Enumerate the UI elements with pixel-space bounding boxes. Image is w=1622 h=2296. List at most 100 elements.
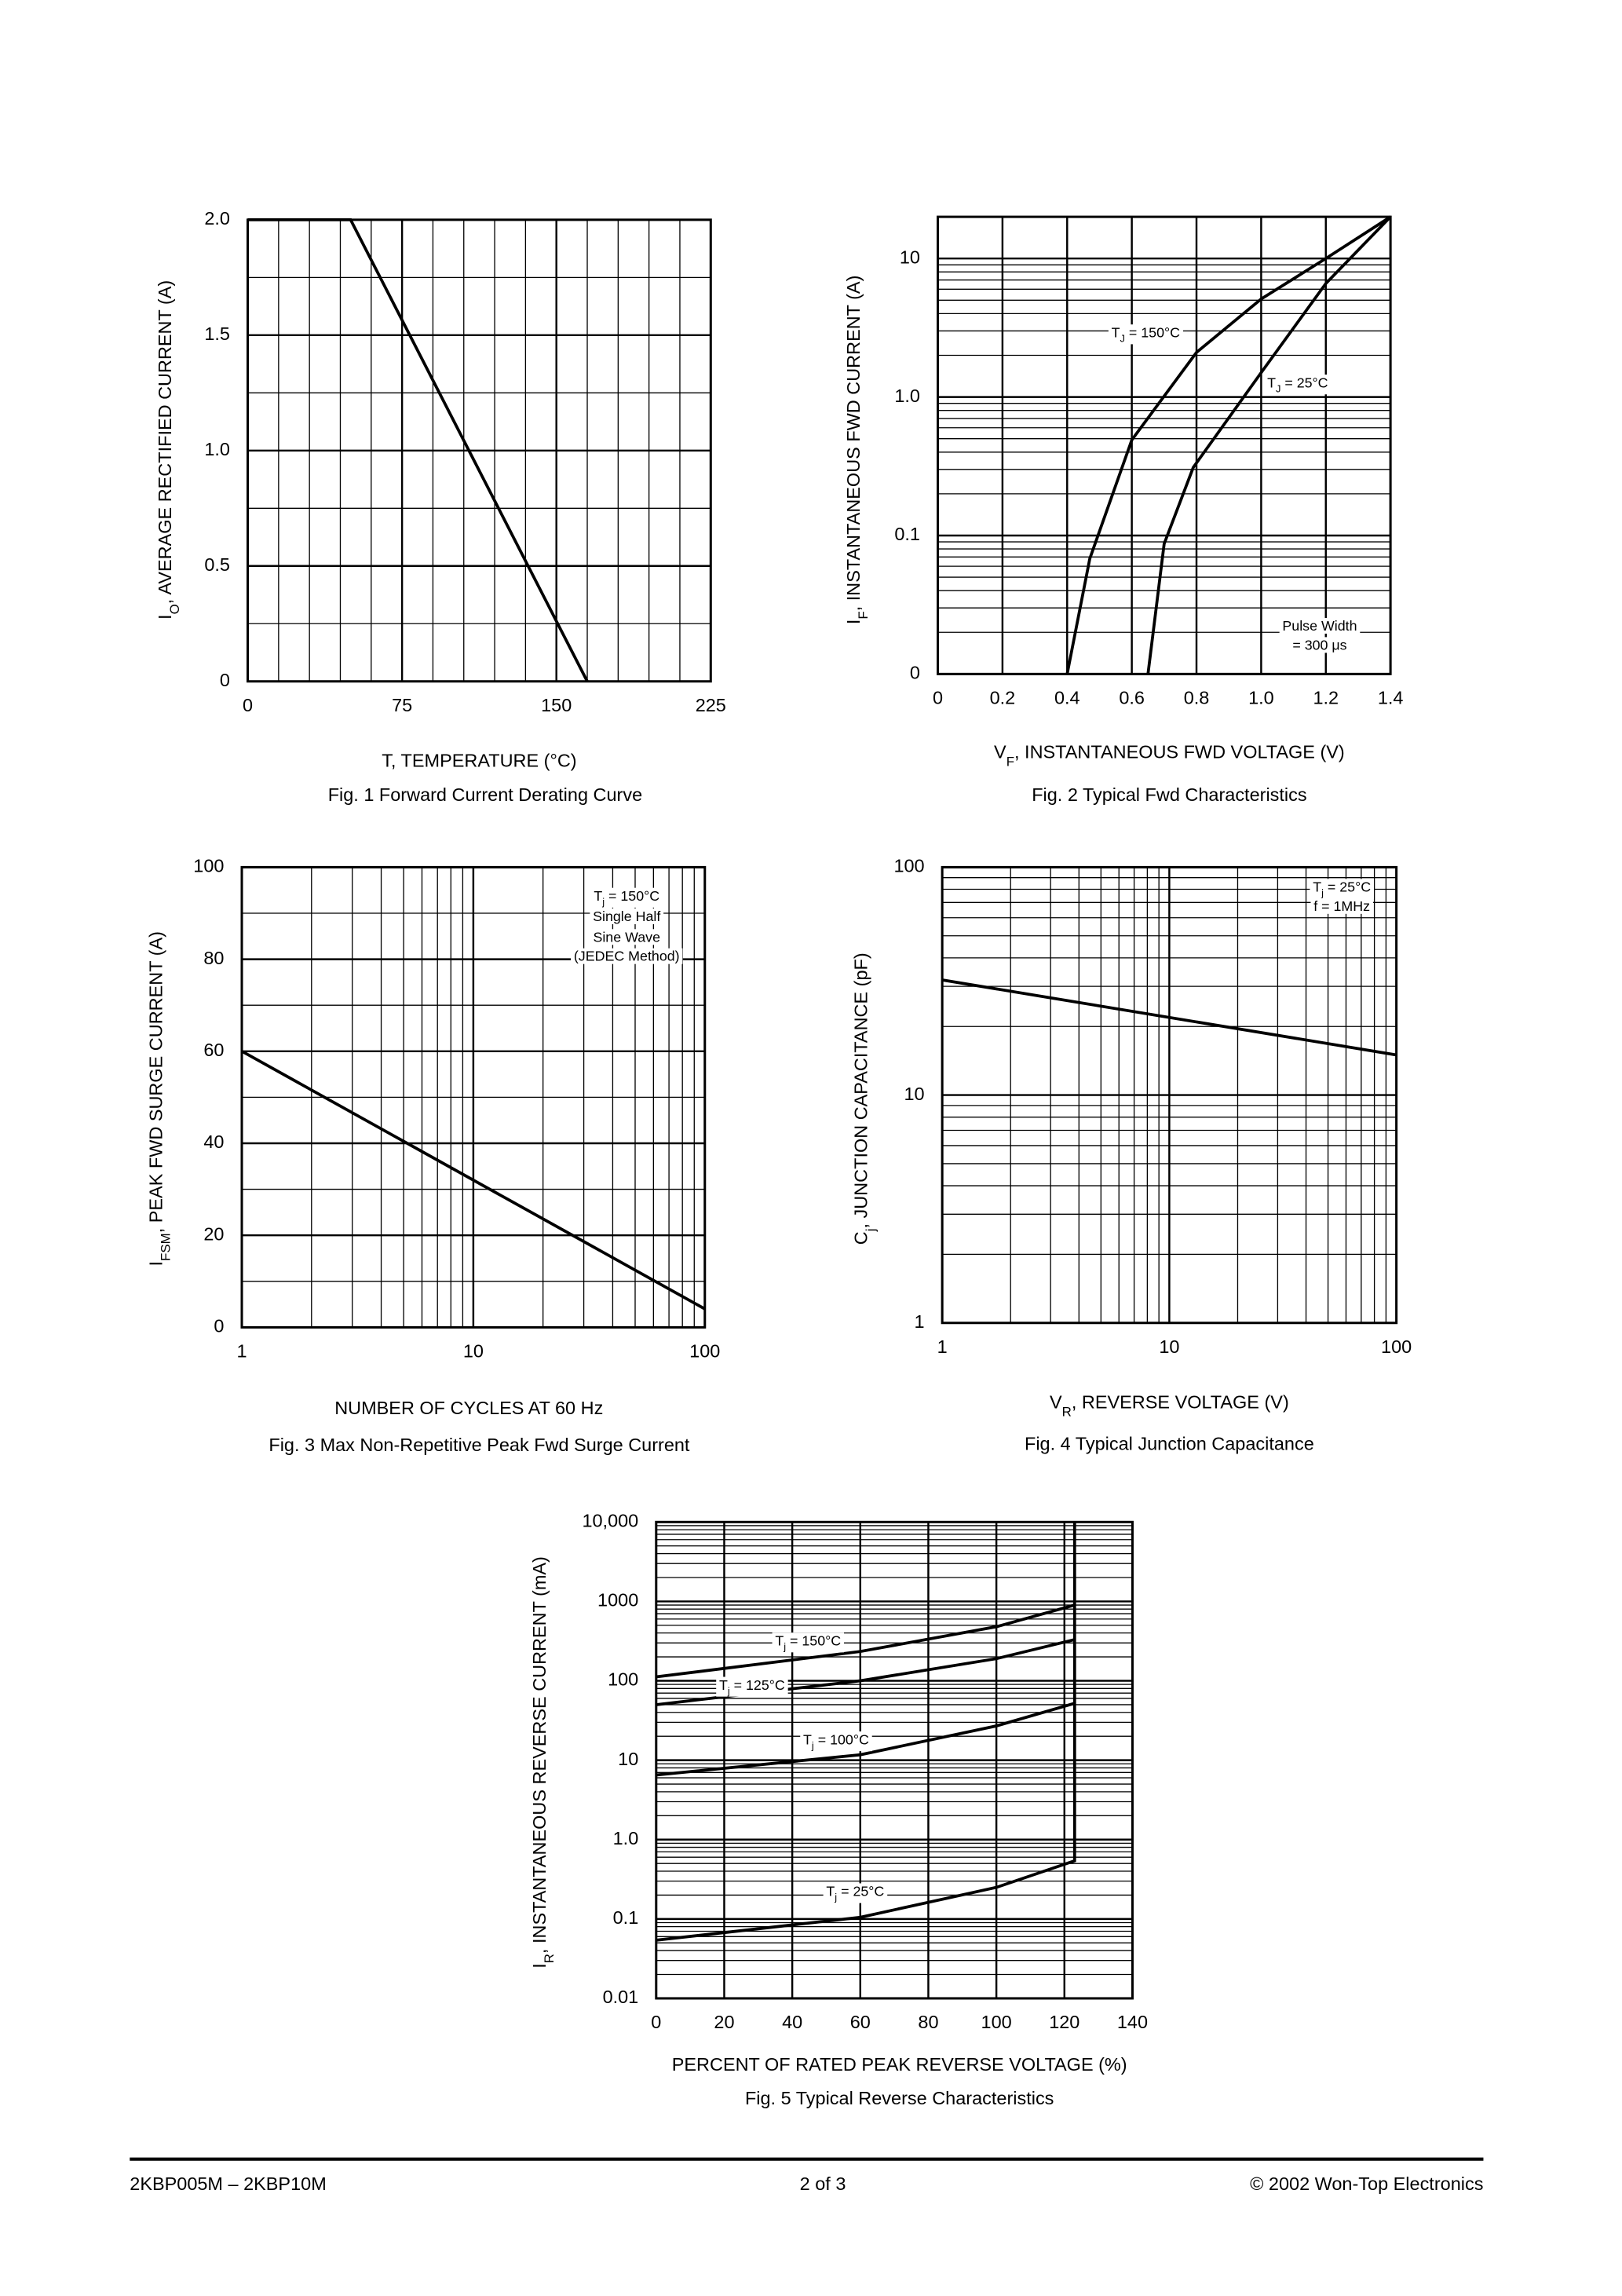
y-tick-label: 0.01: [603, 1987, 639, 2007]
x-tick-label: 80: [918, 2012, 938, 2032]
y-axis-label-rest: , AVERAGE RECTIFIED CURRENT (A): [155, 280, 175, 605]
annotation: Tj = 25°C: [1313, 879, 1371, 898]
curve-label-sub: j: [783, 1640, 786, 1652]
y-tick-label: 80: [203, 948, 224, 968]
y-tick-label: 1.0: [613, 1828, 639, 1848]
curve-label-sub: j: [834, 1892, 837, 1903]
label-background: [823, 1883, 888, 1903]
label-background: [571, 948, 683, 964]
y-axis-label: Cj, JUNCTION CAPACITANCE (pF): [850, 952, 878, 1245]
annotation: Single Half: [593, 909, 660, 924]
x-tick-label: 1.4: [1378, 687, 1404, 707]
plot-frame: [247, 218, 712, 683]
label-background: [800, 1731, 872, 1752]
curve-label-rest: = 100°C: [814, 1731, 869, 1747]
x-tick-label: 75: [392, 695, 412, 715]
y-tick-label: 1.5: [204, 324, 230, 344]
curve-label-main: T: [1267, 375, 1276, 390]
footer-left: 2KBP005M – 2KBP10M: [130, 2174, 326, 2194]
y-tick-label: 1.0: [894, 386, 920, 406]
figure-caption: Fig. 4 Typical Junction Capacitance: [1025, 1433, 1314, 1453]
annotation: Sine Wave: [593, 929, 660, 945]
label-background: [772, 1632, 845, 1653]
y-axis-label-sub: FSM: [158, 1233, 173, 1261]
label-background: [590, 887, 663, 908]
figure-caption: Fig. 5 Typical Reverse Characteristics: [745, 2088, 1054, 2108]
annotation-rest: = 25°C: [1324, 879, 1371, 894]
curve-label-main: T: [775, 1632, 784, 1648]
label-background: [590, 929, 663, 945]
y-axis-label: IFSM, PEAK FWD SURGE CURRENT (A): [146, 931, 174, 1266]
label-background: [590, 908, 664, 924]
x-tick-label: 1.0: [1248, 687, 1274, 707]
curve: [656, 1702, 1076, 1777]
footer-right: © 2002 Won-Top Electronics: [1250, 2174, 1483, 2194]
x-tick-label: 100: [1381, 1336, 1412, 1357]
y-tick-label: 60: [203, 1040, 224, 1060]
label-background: [1310, 898, 1373, 914]
x-axis-label: PERCENT OF RATED PEAK REVERSE VOLTAGE (%…: [672, 2054, 1127, 2075]
curve-label-main: T: [719, 1677, 728, 1693]
curve: [656, 1603, 1076, 1679]
y-tick-label: 100: [193, 856, 224, 876]
label-background: [1108, 324, 1183, 345]
annotation: (JEDEC Method): [574, 949, 680, 964]
x-tick-label: 20: [714, 2012, 734, 2032]
curve-label-rest: = 25°C: [837, 1883, 884, 1899]
label-background: [716, 1676, 788, 1697]
plot-frame: [937, 215, 1392, 675]
x-tick-label: 1: [937, 1336, 948, 1357]
x-axis-label-sub: F: [1006, 754, 1014, 769]
y-tick-label: 1: [915, 1311, 925, 1332]
x-tick-label: 150: [541, 695, 572, 715]
x-axis-label: VF, INSTANTANEOUS FWD VOLTAGE (V): [994, 741, 1345, 769]
y-tick-label: 0: [910, 663, 920, 683]
x-tick-label: 120: [1049, 2012, 1080, 2032]
x-axis-label: VR, REVERSE VOLTAGE (V): [1050, 1392, 1289, 1420]
x-tick-label: 40: [782, 2012, 802, 2032]
curve: [247, 218, 589, 682]
annotation-sub: j: [601, 896, 605, 908]
curve: [241, 1050, 706, 1311]
curve: [941, 978, 1397, 1057]
curve-label-main: T: [826, 1883, 835, 1899]
plot-frame: [240, 865, 707, 1329]
x-tick-label: 100: [981, 2012, 1012, 2032]
curve: [1065, 215, 1392, 675]
x-axis-label-rest: , INSTANTANEOUS FWD VOLTAGE (V): [1014, 741, 1345, 762]
curve-label: TJ = 150°C: [1112, 324, 1181, 344]
x-tick-label: 1.2: [1313, 687, 1339, 707]
x-tick-label: 0: [933, 687, 943, 707]
curve-label-main: T: [1112, 324, 1120, 340]
x-axis-label: NUMBER OF CYCLES AT 60 Hz: [334, 1398, 603, 1418]
y-axis-label-main: I: [155, 614, 175, 620]
plot-frame: [941, 865, 1398, 1325]
annotation-sub: j: [1321, 887, 1324, 899]
annotation: f = 1MHz: [1313, 898, 1370, 914]
x-tick-label: 10: [1159, 1336, 1179, 1357]
y-tick-label: 0: [220, 670, 230, 690]
curve-label: TJ = 25°C: [1267, 375, 1328, 394]
x-axis-label: T, TEMPERATURE (°C): [382, 751, 576, 771]
x-tick-label: 100: [689, 1341, 720, 1362]
curve-label-rest: = 25°C: [1280, 375, 1328, 390]
y-axis-label: IR, INSTANTANEOUS REVERSE CURRENT (mA): [529, 1556, 557, 1969]
x-tick-label: 225: [696, 695, 726, 715]
figure-caption: Fig. 3 Max Non-Repetitive Peak Fwd Surge…: [269, 1435, 690, 1455]
curve-label-sub: j: [811, 1739, 814, 1751]
y-tick-label: 10: [904, 1084, 925, 1104]
y-axis-label-rest: , PEAK FWD SURGE CURRENT (A): [146, 931, 166, 1233]
annotation: Tj = 150°C: [594, 888, 659, 908]
curve-label-sub: J: [1276, 382, 1280, 394]
curve-label: Tj = 25°C: [826, 1883, 884, 1903]
y-axis-label-sub: j: [863, 1228, 878, 1232]
x-tick-label: 0: [243, 695, 253, 715]
curve-label: Tj = 150°C: [775, 1632, 841, 1652]
annotation-main: T: [594, 888, 602, 904]
curve-label: Tj = 125°C: [719, 1677, 785, 1697]
x-tick-label: 0.2: [990, 687, 1016, 707]
y-tick-label: 100: [608, 1669, 638, 1690]
